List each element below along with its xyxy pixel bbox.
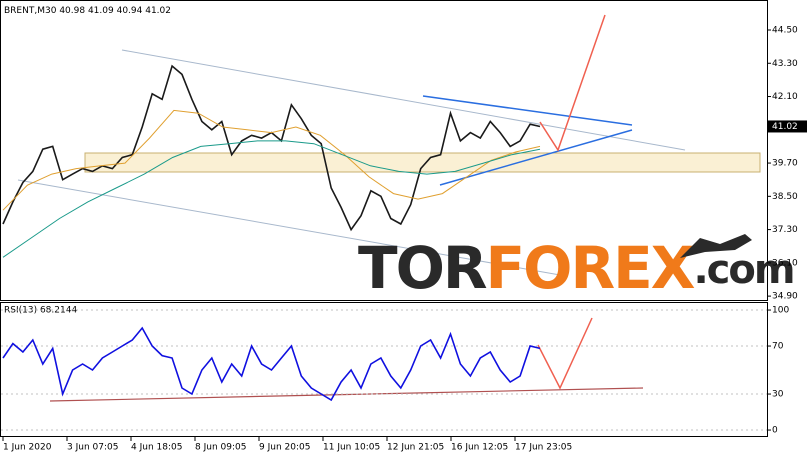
x-tick-label: 9 Jun 20:05 — [259, 443, 310, 453]
y-tick-label: 30 — [772, 390, 784, 400]
series-line — [2, 109, 541, 211]
y-tick-label: 70 — [772, 342, 784, 352]
triangle-line — [439, 129, 633, 186]
chart-title: BRENT,M30 40.98 41.09 40.94 41.02 — [4, 6, 171, 16]
bull-logo — [680, 234, 752, 258]
watermark: TORFOREX.com — [358, 234, 794, 302]
watermark-part: FOREX — [486, 234, 695, 302]
x-tick-label: 1 Jun 2020 — [3, 443, 52, 453]
support-zone — [84, 152, 761, 173]
ohlc: 40.94 — [117, 6, 143, 16]
x-tick-label: 8 Jun 09:05 — [195, 443, 246, 453]
ohlc: 41.09 — [88, 6, 114, 16]
y-tick-label: 36.10 — [772, 258, 798, 268]
y-tick-label: 0 — [772, 426, 778, 436]
price-panel — [0, 0, 768, 301]
watermark-part: .com — [693, 247, 793, 293]
ohlc: 41.02 — [145, 6, 171, 16]
x-tick-label: 16 Jun 12:05 — [451, 443, 508, 453]
series-line — [2, 140, 541, 258]
ohlc: 40.98 — [59, 6, 85, 16]
rsi-panel — [0, 302, 768, 437]
symbol: BRENT,M30 — [4, 6, 57, 16]
y-tick-label: 43.30 — [772, 59, 798, 69]
price-label: 41.02 — [772, 122, 798, 132]
y-tick-label: 100 — [772, 306, 789, 316]
x-tick-label: 4 Jun 18:05 — [131, 443, 182, 453]
rsi-title: RSI(13) 68.2144 — [4, 306, 77, 316]
series-line — [2, 326, 541, 402]
y-tick-label: 37.30 — [772, 225, 798, 235]
x-tick-label: 11 Jun 10:05 — [323, 443, 380, 453]
forecast-arrow — [537, 317, 593, 390]
channel-line — [121, 49, 686, 151]
y-tick-label: 34.90 — [772, 292, 798, 302]
forecast-arrow — [539, 14, 606, 152]
channel-line — [17, 179, 561, 276]
y-tick-label: 44.50 — [772, 25, 798, 35]
watermark-part: TOR — [358, 234, 487, 302]
x-tick-label: 12 Jun 21:05 — [387, 443, 444, 453]
y-tick-label: 38.50 — [772, 192, 798, 202]
triangle-line — [422, 95, 633, 126]
y-tick-label: 42.10 — [772, 92, 798, 102]
x-tick-label: 17 Jun 23:05 — [515, 443, 572, 453]
x-tick-label: 3 Jun 07:05 — [67, 443, 118, 453]
y-tick-label: 39.70 — [772, 159, 798, 169]
price-label-bg — [768, 120, 807, 133]
